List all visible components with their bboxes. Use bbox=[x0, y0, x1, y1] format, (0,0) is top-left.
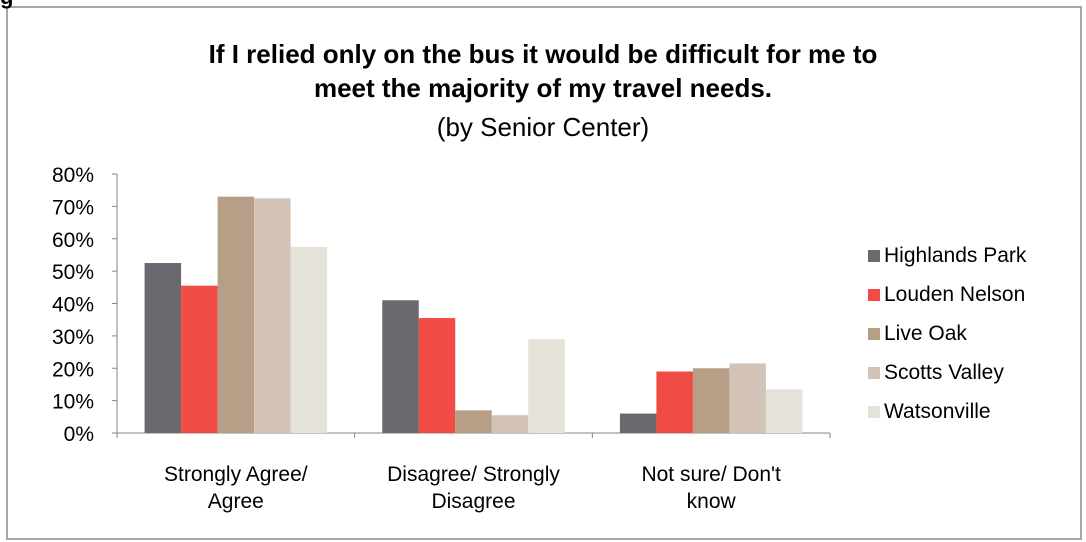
chart-frame bbox=[6, 6, 1082, 540]
legend-swatch bbox=[868, 250, 880, 262]
bar-live-oak bbox=[692, 368, 730, 433]
bar-louden-nelson bbox=[656, 371, 693, 433]
legend-item: Live Oak bbox=[868, 318, 1026, 350]
x-category-label: Strongly Agree/Agree bbox=[146, 461, 326, 515]
legend: Highlands Park Louden Nelson Live Oak Scott… bbox=[868, 240, 1026, 435]
y-tick-label: 10% bbox=[52, 391, 94, 414]
legend-item: Highlands Park bbox=[868, 240, 1026, 272]
bar-highlands-park bbox=[144, 263, 182, 433]
bar-scotts-valley bbox=[729, 363, 766, 433]
x-category-label-line: Strongly Agree/ bbox=[164, 463, 308, 486]
bar-live-oak bbox=[217, 196, 255, 433]
y-tick-label: 40% bbox=[52, 294, 94, 317]
x-category-label-line: Disagree bbox=[431, 490, 516, 513]
y-tick-label: 0% bbox=[64, 423, 94, 446]
cropped-header-fragment: g bbox=[0, 0, 13, 8]
y-tick-label: 30% bbox=[52, 326, 94, 349]
legend-swatch bbox=[868, 367, 880, 379]
legend-label: Highlands Park bbox=[884, 244, 1027, 267]
bar-highlands-park bbox=[619, 413, 657, 433]
chart-subtitle: (by Senior Center) bbox=[436, 112, 650, 142]
y-tick-label: 20% bbox=[52, 358, 94, 381]
bar-scotts-valley bbox=[491, 415, 529, 433]
legend-label: Live Oak bbox=[884, 322, 967, 345]
legend-swatch bbox=[868, 406, 880, 418]
y-tick-label: 70% bbox=[52, 196, 94, 219]
x-category-label: Not sure/ Don't know bbox=[621, 461, 801, 515]
x-category-label-line: know bbox=[686, 490, 736, 513]
bar-louden-nelson bbox=[181, 285, 218, 433]
legend-swatch bbox=[868, 328, 880, 340]
bar-watsonville bbox=[765, 389, 803, 433]
y-tick-label: 50% bbox=[52, 261, 94, 284]
x-category-label: Disagree/ Strongly Disagree bbox=[384, 461, 564, 515]
bar-scotts-valley bbox=[254, 198, 291, 433]
bar-louden-nelson bbox=[418, 318, 456, 433]
chart-title-line-1: If I relied only on the bus it would be … bbox=[208, 39, 878, 69]
y-tick-label: 60% bbox=[52, 229, 94, 252]
x-category-label-line: Disagree/ Strongly bbox=[387, 463, 560, 486]
legend-label: Watsonville bbox=[884, 400, 991, 423]
x-category-label-line: Not sure/ Don't bbox=[641, 463, 781, 486]
legend-label: Scotts Valley bbox=[884, 361, 1004, 384]
legend-item: Scotts Valley bbox=[868, 357, 1026, 389]
chart-title-line-2: meet the majority of my travel needs. bbox=[313, 73, 773, 103]
bar-watsonville bbox=[528, 339, 565, 433]
legend-swatch bbox=[868, 289, 880, 301]
x-category-label-line: Agree bbox=[207, 490, 264, 513]
legend-label: Louden Nelson bbox=[884, 283, 1026, 306]
bar-live-oak bbox=[455, 410, 492, 433]
bar-highlands-park bbox=[382, 300, 419, 433]
y-tick-label: 80% bbox=[52, 164, 94, 187]
bar-watsonville bbox=[290, 246, 328, 433]
legend-item: Watsonville bbox=[868, 396, 1026, 428]
legend-item: Louden Nelson bbox=[868, 279, 1026, 311]
